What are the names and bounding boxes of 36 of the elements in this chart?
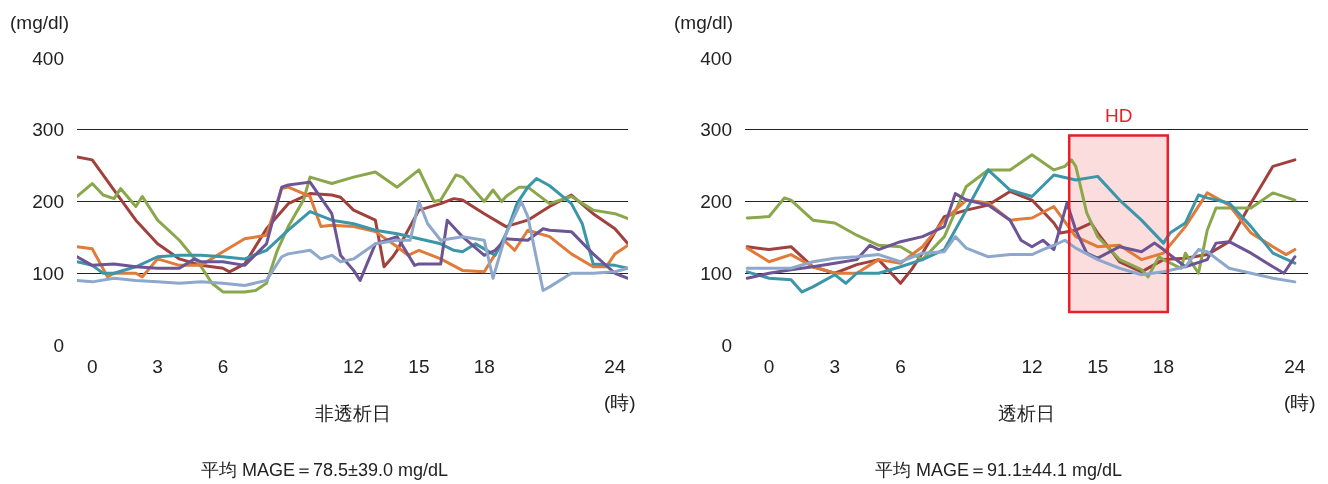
x-axis-title: 非透析日 (315, 403, 391, 424)
x-tick-label: 15 (408, 356, 430, 377)
y-tick-label: 300 (700, 119, 732, 141)
y-tick-label: 0 (721, 334, 732, 356)
x-tick-label: 18 (473, 356, 495, 377)
x-tick-label: 18 (1152, 356, 1174, 377)
text: (時) (1284, 392, 1316, 413)
x-tick-label: 6 (217, 356, 229, 377)
y-tick-label: 400 (32, 47, 64, 69)
x-tick-label: 15 (1087, 356, 1109, 377)
x-tick-label: 0 (763, 356, 775, 377)
x-tick-label: 24 (1284, 356, 1306, 377)
x-tick-label: 12 (1021, 356, 1043, 377)
y-axis-title: (mg/dl) (10, 12, 70, 33)
line-series (77, 200, 628, 292)
y-tick-label: 100 (32, 262, 64, 284)
line-series (77, 168, 628, 294)
y-tick-label: 200 (32, 191, 64, 213)
x-tick-label: 0 (86, 356, 98, 377)
y-tick-label: 0 (53, 334, 64, 356)
band-label: HD (1105, 105, 1133, 126)
y-tick-label: 400 (700, 47, 732, 69)
y-tick-label: 100 (700, 262, 732, 284)
x-tick-label: 24 (604, 356, 626, 377)
y-tick-label: 300 (32, 119, 64, 141)
x-axis-title: 透析日 (998, 403, 1055, 424)
text: (時) (604, 392, 636, 413)
y-tick-label: 200 (700, 191, 732, 213)
text: 平均 MAGE＝78.5±39.0 mg/dL (201, 460, 448, 480)
x-tick-label: 3 (152, 356, 163, 377)
text: 平均 MAGE＝91.1±44.1 mg/dL (875, 460, 1122, 480)
x-tick-label: 12 (343, 356, 365, 377)
line-series (745, 235, 1297, 284)
x-tick-label: 6 (895, 356, 906, 377)
x-tick-label: 3 (829, 356, 841, 377)
y-axis-title: (mg/dl) (674, 12, 734, 33)
